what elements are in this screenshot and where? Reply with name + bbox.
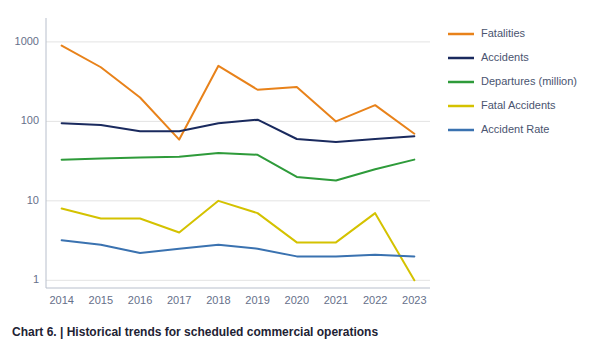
series-line — [62, 153, 415, 181]
x-tick-label: 2017 — [167, 294, 191, 306]
x-tick-label: 2018 — [206, 294, 230, 306]
grid-line — [46, 41, 430, 42]
legend-swatch — [448, 57, 474, 60]
y-tick-label: 10 — [27, 194, 39, 206]
chart-container: 1 10 100 1000 2014 2015 2016 2017 2018 2019 2020 20… — [0, 0, 606, 350]
y-tick-label: 1 — [33, 273, 39, 285]
legend-swatch — [448, 81, 474, 84]
legend: Fatalities Accidents Departures (million) F… — [448, 27, 577, 135]
legend-swatch — [448, 105, 474, 108]
legend-swatch — [448, 129, 474, 132]
chart-title: Chart 6. | Historical trends for schedul… — [12, 325, 378, 339]
x-tick-label: 2023 — [402, 294, 426, 306]
x-axis-line — [46, 288, 430, 289]
legend-label: Accident Rate — [481, 123, 549, 135]
series-line — [62, 201, 415, 280]
legend-label: Fatalities — [481, 27, 526, 39]
x-tick-label: 2019 — [245, 294, 269, 306]
series-lines — [62, 46, 415, 281]
chart: 1 10 100 1000 2014 2015 2016 2017 2018 2019 2020 20… — [0, 0, 606, 350]
y-tick-label: 1000 — [15, 35, 39, 47]
series-line — [62, 240, 415, 256]
legend-label: Departures (million) — [481, 75, 577, 87]
y-axis-line — [46, 18, 47, 288]
x-tick-label: 2016 — [128, 294, 152, 306]
x-tick-label: 2021 — [324, 294, 348, 306]
series-line — [62, 46, 415, 140]
x-tick-label: 2014 — [49, 294, 73, 306]
legend-label: Fatal Accidents — [481, 99, 556, 111]
grid-line — [46, 200, 430, 201]
grid — [46, 42, 430, 280]
y-tick-label: 100 — [21, 114, 39, 126]
legend-swatch — [448, 33, 474, 36]
grid-line — [46, 280, 430, 281]
series-line — [62, 120, 415, 142]
x-tick-label: 2022 — [363, 294, 387, 306]
legend-label: Accidents — [481, 51, 529, 63]
x-tick-label: 2015 — [89, 294, 113, 306]
x-tick-label: 2020 — [285, 294, 309, 306]
